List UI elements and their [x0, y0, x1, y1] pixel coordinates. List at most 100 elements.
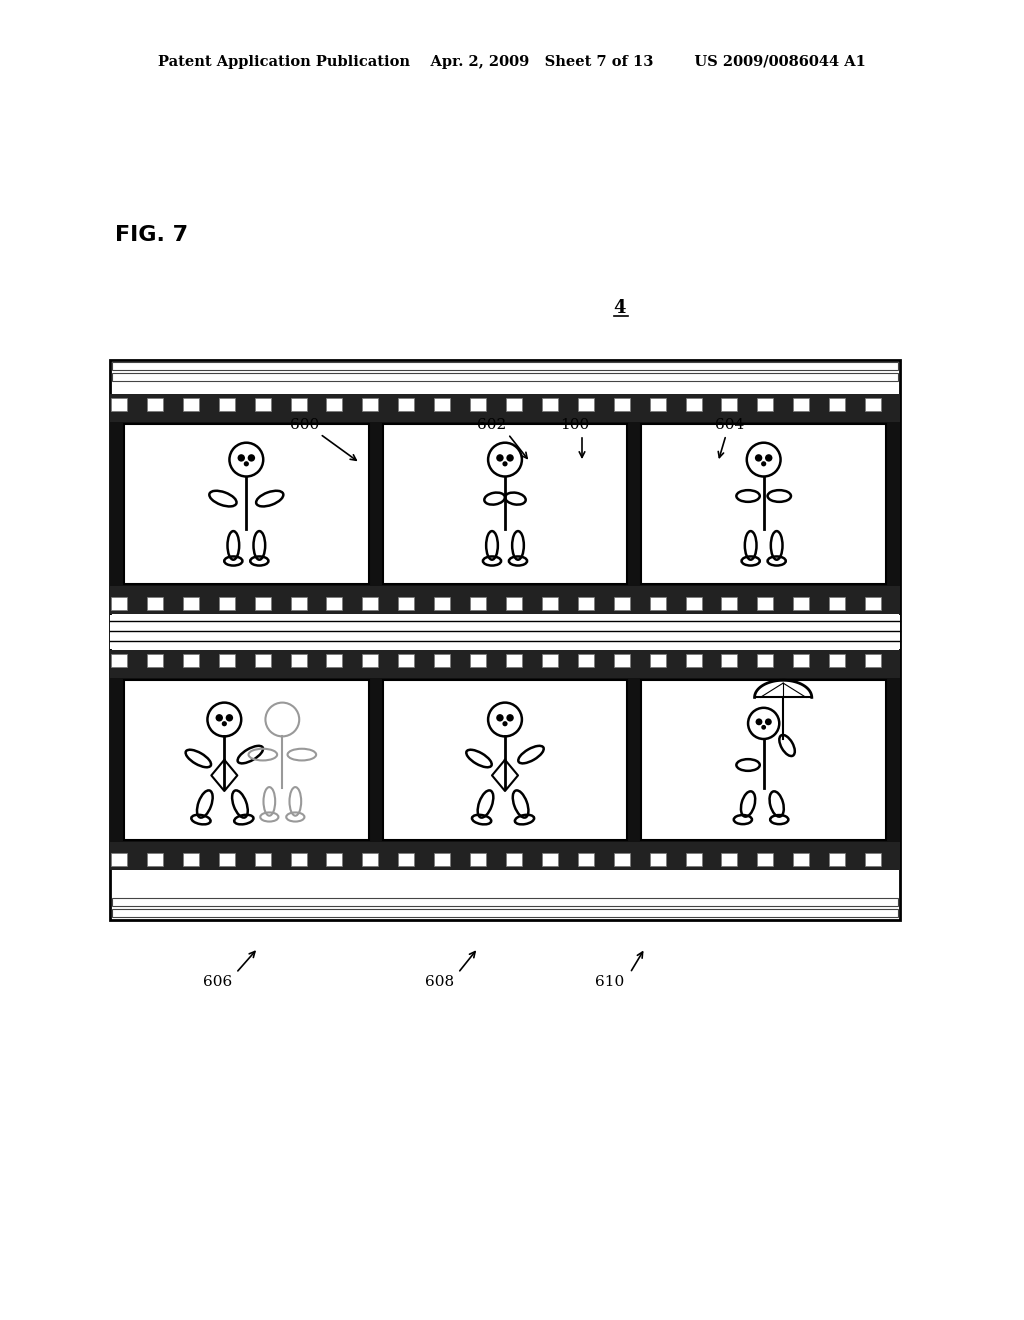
- Text: 600: 600: [291, 418, 319, 432]
- Bar: [146, 853, 163, 866]
- Circle shape: [503, 461, 508, 466]
- Bar: [112, 362, 898, 370]
- Bar: [685, 399, 701, 411]
- Circle shape: [765, 454, 772, 462]
- Bar: [219, 853, 234, 866]
- Bar: [865, 653, 881, 667]
- Bar: [865, 399, 881, 411]
- Bar: [758, 399, 773, 411]
- Bar: [146, 653, 163, 667]
- Bar: [722, 597, 737, 610]
- Bar: [506, 399, 522, 411]
- Bar: [434, 597, 451, 610]
- Bar: [110, 649, 900, 678]
- Circle shape: [248, 454, 255, 462]
- Bar: [722, 399, 737, 411]
- Bar: [291, 653, 306, 667]
- Bar: [398, 853, 415, 866]
- Bar: [398, 399, 415, 411]
- Bar: [578, 853, 594, 866]
- Bar: [794, 399, 809, 411]
- Circle shape: [506, 454, 514, 462]
- Bar: [398, 653, 415, 667]
- Bar: [434, 653, 451, 667]
- Bar: [255, 853, 270, 866]
- Bar: [578, 399, 594, 411]
- Bar: [578, 653, 594, 667]
- Circle shape: [503, 721, 508, 726]
- Bar: [829, 853, 845, 866]
- Circle shape: [497, 454, 504, 462]
- Text: 602: 602: [477, 418, 507, 432]
- Bar: [649, 653, 666, 667]
- Bar: [794, 597, 809, 610]
- Bar: [613, 597, 630, 610]
- Circle shape: [761, 725, 766, 730]
- Text: 604: 604: [716, 418, 744, 432]
- Circle shape: [244, 461, 249, 466]
- Bar: [327, 399, 342, 411]
- Circle shape: [756, 718, 763, 725]
- Bar: [362, 853, 378, 866]
- Bar: [219, 399, 234, 411]
- Bar: [506, 653, 522, 667]
- Bar: [362, 653, 378, 667]
- Bar: [865, 597, 881, 610]
- Bar: [649, 399, 666, 411]
- Bar: [685, 597, 701, 610]
- Circle shape: [215, 714, 223, 722]
- Text: 610: 610: [595, 975, 625, 989]
- Circle shape: [238, 454, 245, 462]
- Bar: [794, 653, 809, 667]
- Bar: [470, 853, 486, 866]
- Bar: [124, 680, 369, 840]
- Bar: [758, 853, 773, 866]
- Bar: [506, 597, 522, 610]
- Bar: [110, 842, 900, 870]
- Bar: [183, 653, 199, 667]
- Bar: [722, 653, 737, 667]
- Bar: [291, 597, 306, 610]
- Circle shape: [765, 718, 772, 725]
- Bar: [613, 853, 630, 866]
- Bar: [183, 597, 199, 610]
- Bar: [649, 853, 666, 866]
- Bar: [111, 597, 127, 610]
- Bar: [578, 597, 594, 610]
- Bar: [291, 853, 306, 866]
- Bar: [829, 653, 845, 667]
- Bar: [146, 597, 163, 610]
- Bar: [649, 597, 666, 610]
- Circle shape: [225, 714, 233, 722]
- Circle shape: [761, 461, 766, 466]
- Bar: [829, 597, 845, 610]
- Bar: [758, 653, 773, 667]
- Bar: [183, 853, 199, 866]
- Bar: [255, 597, 270, 610]
- Bar: [110, 393, 900, 422]
- Bar: [327, 653, 342, 667]
- Bar: [542, 853, 558, 866]
- Bar: [470, 597, 486, 610]
- Bar: [110, 649, 900, 870]
- Bar: [542, 597, 558, 610]
- Bar: [722, 853, 737, 866]
- Bar: [110, 360, 900, 920]
- Bar: [383, 424, 628, 583]
- Bar: [110, 586, 900, 614]
- Circle shape: [497, 714, 504, 722]
- Bar: [255, 653, 270, 667]
- Bar: [434, 399, 451, 411]
- Bar: [110, 615, 900, 649]
- Bar: [829, 399, 845, 411]
- Bar: [383, 680, 628, 840]
- Bar: [111, 853, 127, 866]
- Bar: [398, 597, 415, 610]
- Bar: [685, 853, 701, 866]
- Bar: [112, 898, 898, 906]
- Bar: [470, 399, 486, 411]
- Bar: [542, 653, 558, 667]
- Circle shape: [222, 721, 227, 726]
- Bar: [542, 399, 558, 411]
- Bar: [758, 597, 773, 610]
